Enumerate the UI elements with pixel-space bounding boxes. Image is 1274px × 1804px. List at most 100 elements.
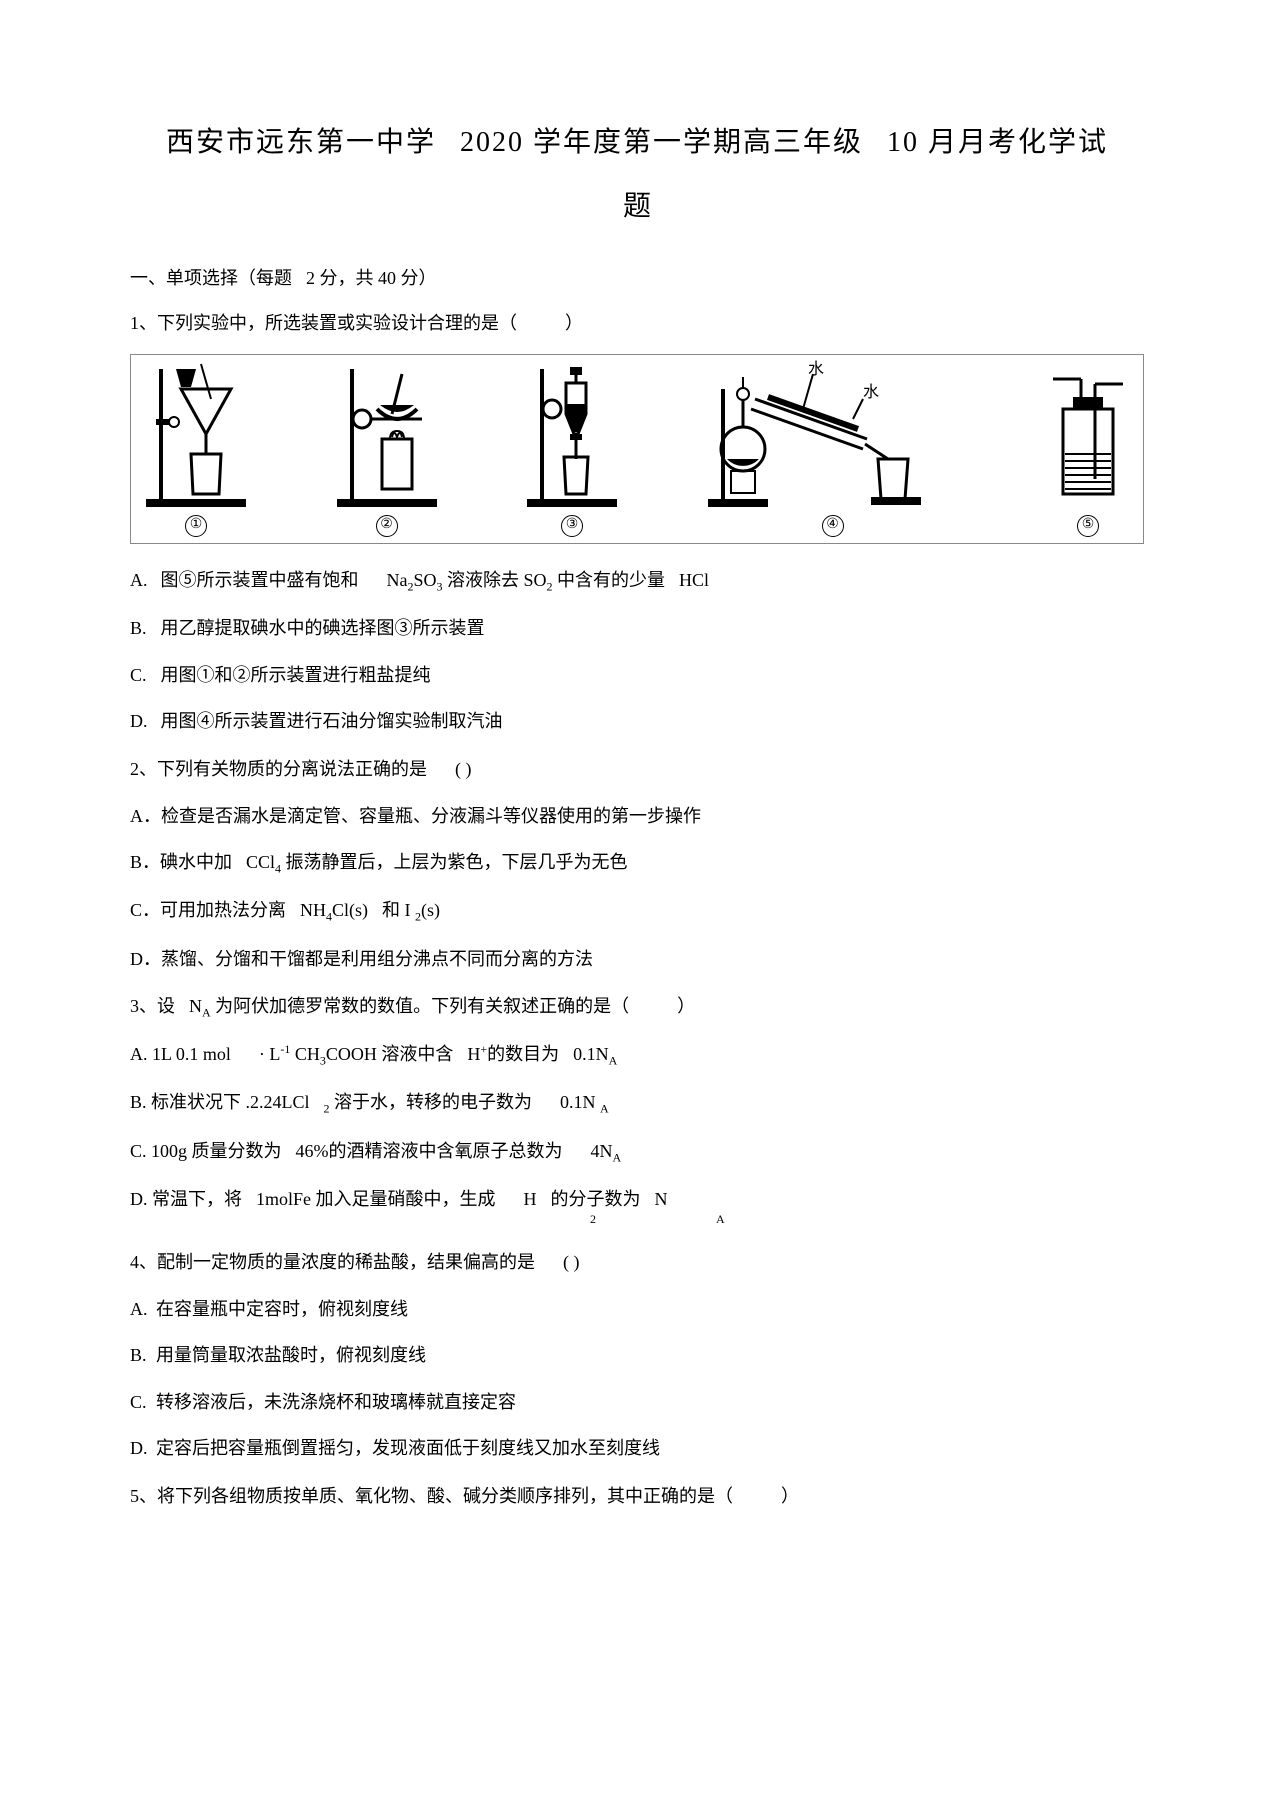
points-total: 40: [378, 268, 396, 288]
figure-label-4: ④: [822, 515, 844, 537]
apparatus-4: 水 水 ④: [703, 359, 963, 537]
q3-stem: 3、设NA 为阿伏加德罗常数的数值。下列有关叙述正确的是（）: [130, 989, 1144, 1024]
q3b-valsub: A: [600, 1102, 609, 1116]
q2c-nh-tail: Cl(s): [332, 900, 368, 920]
q4a-text: 在容量瓶中定容时，俯视刻度线: [156, 1299, 408, 1319]
label-c: C.: [130, 659, 156, 691]
q3a-tail: 的数目为: [487, 1044, 559, 1064]
q1-option-b: B. 用乙醇提取碘水中的碘选择图③所示装置: [130, 612, 1144, 644]
q2c-nh: NH: [300, 900, 326, 920]
q3d-tail: 的分子数为: [551, 1189, 641, 1209]
apparatus-1: ①: [141, 359, 251, 537]
q3a-dotl: · L: [259, 1044, 281, 1064]
q4b-text: 用量筒量取浓盐酸时，俯视刻度线: [156, 1345, 426, 1365]
q5-stem: 5、将下列各组物质按单质、氧化物、酸、碱分类顺序排列，其中正确的是（）: [130, 1479, 1144, 1513]
q3c-pre: C. 100g 质量分数为: [130, 1141, 282, 1161]
q3-option-a: A. 1L 0.1 mol· L-1 CH3COOH 溶液中含H+的数目为0.1…: [130, 1038, 1144, 1072]
q3d-sub2: 2: [590, 1212, 596, 1226]
page-title-line1: 西安市远东第一中学2020 学年度第一学期高三年级10 月月考化学试: [130, 120, 1144, 160]
q1d-text: 用图④所示装置进行石油分馏实验制取汽油: [161, 711, 503, 731]
q1c-text: 用图①和②所示装置进行粗盐提纯: [161, 665, 431, 685]
q1b-text: 用乙醇提取碘水中的碘选择图③所示装置: [161, 618, 485, 638]
q4-option-a: A.在容量瓶中定容时，俯视刻度线: [130, 1293, 1144, 1325]
q2-option-c: C．可用加热法分离NH4Cl(s)和 I 2(s): [130, 894, 1144, 928]
label-b: B.: [130, 612, 156, 644]
q1-option-c: C. 用图①和②所示装置进行粗盐提纯: [130, 659, 1144, 691]
section-mid: 分，共: [320, 268, 374, 288]
q4-label-d: D.: [130, 1432, 156, 1464]
q3-n: N: [189, 996, 202, 1016]
q3-option-d: D. 常温下，将 1molFe 加入足量硝酸中，生成 H 的分子数为 N 2 A: [130, 1183, 1144, 1231]
q1a-mid: 溶液除去 SO: [443, 570, 547, 590]
q1a-na: Na: [387, 570, 408, 590]
q2-option-d: D．蒸馏、分馏和干馏都是利用组分沸点不同而分离的方法: [130, 943, 1144, 975]
q3a-pre: A. 1L 0.1 mol: [130, 1044, 231, 1064]
q1a-so: SO: [414, 570, 437, 590]
q3a-cooh: COOH 溶液中含: [326, 1044, 454, 1064]
q1a-pre: 图⑤所示装置中盛有饱和: [161, 570, 359, 590]
q3b-val: 0.1N: [560, 1092, 596, 1112]
separating-funnel-icon: [522, 359, 622, 509]
distillation-icon: 水 水: [703, 359, 963, 509]
q1-stem: 1、下列实验中，所选装置或实验设计合理的是（）: [130, 306, 1144, 340]
q5-paren: ）: [781, 1486, 799, 1506]
q3d-n: N: [655, 1189, 668, 1209]
q2c-pre: C．可用加热法分离: [130, 900, 286, 920]
q4-label-b: B.: [130, 1339, 156, 1371]
q1-option-a: A. 图⑤所示装置中盛有饱和Na2SO3 溶液除去 SO2 中含有的少量HCl: [130, 564, 1144, 598]
q4-option-c: C.转移溶液后，未洗涤烧杯和玻璃棒就直接定容: [130, 1386, 1144, 1418]
q3b-pre: B. 标准状况下 .2.24LCl: [130, 1092, 310, 1112]
figure-label-5: ⑤: [1077, 515, 1099, 537]
q3a-ch: CH: [290, 1044, 320, 1064]
q3b-mid: 溶于水，转移的电子数为: [330, 1092, 533, 1112]
exam-page: 西安市远东第一中学2020 学年度第一学期高三年级10 月月考化学试 题 一、单…: [0, 0, 1274, 1587]
q2c-i2-tail: (s): [421, 900, 440, 920]
q4-paren: ( ): [563, 1252, 580, 1272]
q1-option-d: D. 用图④所示装置进行石油分馏实验制取汽油: [130, 705, 1144, 737]
q3-na-sub: A: [202, 1005, 211, 1019]
water-in-label: 水: [808, 360, 824, 378]
q3d-mol: 1molFe 加入足量硝酸中，生成: [256, 1189, 496, 1209]
q3a-h: H: [467, 1044, 480, 1064]
q2-paren: ( ): [455, 759, 472, 779]
q2c-and: 和 I: [382, 900, 411, 920]
points-per: 2: [306, 268, 315, 288]
q4-stem-text: 4、配制一定物质的量浓度的稀盐酸，结果偏高的是: [130, 1252, 535, 1272]
q2b-ccl: CCl: [246, 852, 275, 872]
q3-option-b: B. 标准状况下 .2.24LCl2 溶于水，转移的电子数为0.1N A: [130, 1086, 1144, 1120]
q2-option-a: A．检查是否漏水是滴定管、容量瓶、分液漏斗等仪器使用的第一步操作: [130, 800, 1144, 832]
q3d-h: H: [524, 1189, 537, 1209]
page-title-line2: 题: [130, 184, 1144, 224]
q3c-pct: 46%: [296, 1141, 329, 1161]
gas-wash-bottle-icon: [1043, 359, 1133, 509]
month: 10: [887, 127, 919, 158]
term: 学年度第一学期高三年级: [533, 127, 863, 158]
q3d-suba: A: [716, 1212, 725, 1226]
label-d: D.: [130, 705, 156, 737]
q2b-pre: B．碘水中加: [130, 852, 232, 872]
school-name: 西安市远东第一中学: [166, 127, 436, 158]
section-header-text: 一、单项选择（每题: [130, 268, 292, 288]
q1-figure: ① ②: [130, 354, 1144, 544]
evaporation-icon: [332, 359, 442, 509]
q4d-text: 定容后把容量瓶倒置摇匀，发现液面低于刻度线又加水至刻度线: [156, 1438, 660, 1458]
q3-option-c: C. 100g 质量分数为46%的酒精溶液中含氧原子总数为4NA: [130, 1135, 1144, 1169]
q4-option-d: D.定容后把容量瓶倒置摇匀，发现液面低于刻度线又加水至刻度线: [130, 1432, 1144, 1464]
q3a-sup: -1: [280, 1042, 290, 1056]
figure-label-2: ②: [376, 515, 398, 537]
q3-mid: 为阿伏加德罗常数的数值。下列有关叙述正确的是（: [215, 996, 629, 1016]
q3a-val: 0.1N: [573, 1044, 609, 1064]
q3c-valsub: A: [613, 1150, 622, 1164]
q2-option-b: B．碘水中加CCl4 振荡静置后，上层为紫色，下层几乎为无色: [130, 846, 1144, 880]
q4c-text: 转移溶液后，未洗涤烧杯和玻璃棒就直接定容: [156, 1392, 516, 1412]
figure-label-3: ③: [561, 515, 583, 537]
q4-option-b: B.用量筒量取浓盐酸时，俯视刻度线: [130, 1339, 1144, 1371]
section-tail: 分）: [401, 268, 437, 288]
q2-stem-text: 2、下列有关物质的分离说法正确的是: [130, 759, 427, 779]
q3d-pre: D. 常温下，将: [130, 1189, 242, 1209]
q1a-mid2: 中含有的少量: [553, 570, 666, 590]
label-a: A.: [130, 564, 156, 596]
q4-stem: 4、配制一定物质的量浓度的稀盐酸，结果偏高的是 ( ): [130, 1245, 1144, 1279]
figure-label-1: ①: [185, 515, 207, 537]
filtration-icon: [141, 359, 251, 509]
